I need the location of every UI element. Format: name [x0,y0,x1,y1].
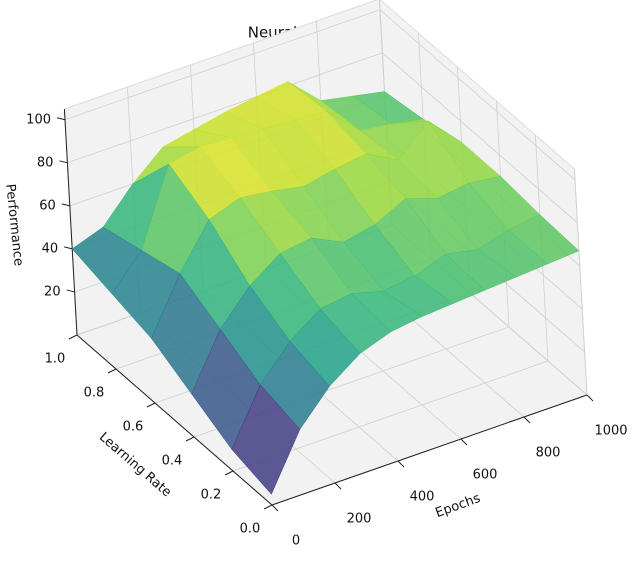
grid-line [67,52,383,164]
x-tick-label: 400 [410,490,435,505]
z-tick-label: 80 [37,155,54,170]
x-tick [334,482,342,490]
z-tick [61,203,70,207]
x-tick [523,416,531,424]
grid-line [64,9,381,121]
z-tick-label: 60 [39,198,56,213]
y-tick [146,402,156,408]
x-tick [271,504,279,512]
x-tick-label: 0 [292,534,300,549]
y-tick-label: 1.0 [45,352,66,367]
x-tick [397,460,405,468]
x-tick-label: 200 [347,512,372,527]
x-tick-label: 800 [536,446,561,461]
grid-line [379,9,576,181]
y-tick-label: 0.0 [240,522,261,537]
z-tick-label: 100 [26,112,51,127]
y-tick-label: 0.2 [201,488,222,503]
y-tick [68,334,78,340]
surface-face [231,384,301,495]
z-axis-label: Performance [2,183,26,267]
z-tick [64,246,73,250]
z-tick [66,289,75,293]
z-axis [63,108,78,336]
x-tick [460,438,468,446]
z-tick-label: 40 [42,241,59,256]
y-tick-label: 0.4 [162,454,183,469]
y-tick-label: 0.8 [84,386,105,401]
x-tick-label: 1000 [594,424,627,439]
y-tick [263,504,273,510]
y-axis [76,334,273,506]
grid-line [382,52,578,224]
x-tick-label: 600 [473,468,498,483]
z-tick-label: 20 [44,284,61,299]
grid-line [574,168,588,396]
x-axis-label: Epochs [434,491,483,521]
z-tick [56,117,66,121]
y-tick [224,470,234,476]
y-tick [185,436,195,442]
y-tick-label: 0.6 [123,420,144,435]
y-tick [107,368,117,374]
x-tick [586,394,594,402]
x-axis [271,394,588,506]
z-tick [59,160,68,164]
